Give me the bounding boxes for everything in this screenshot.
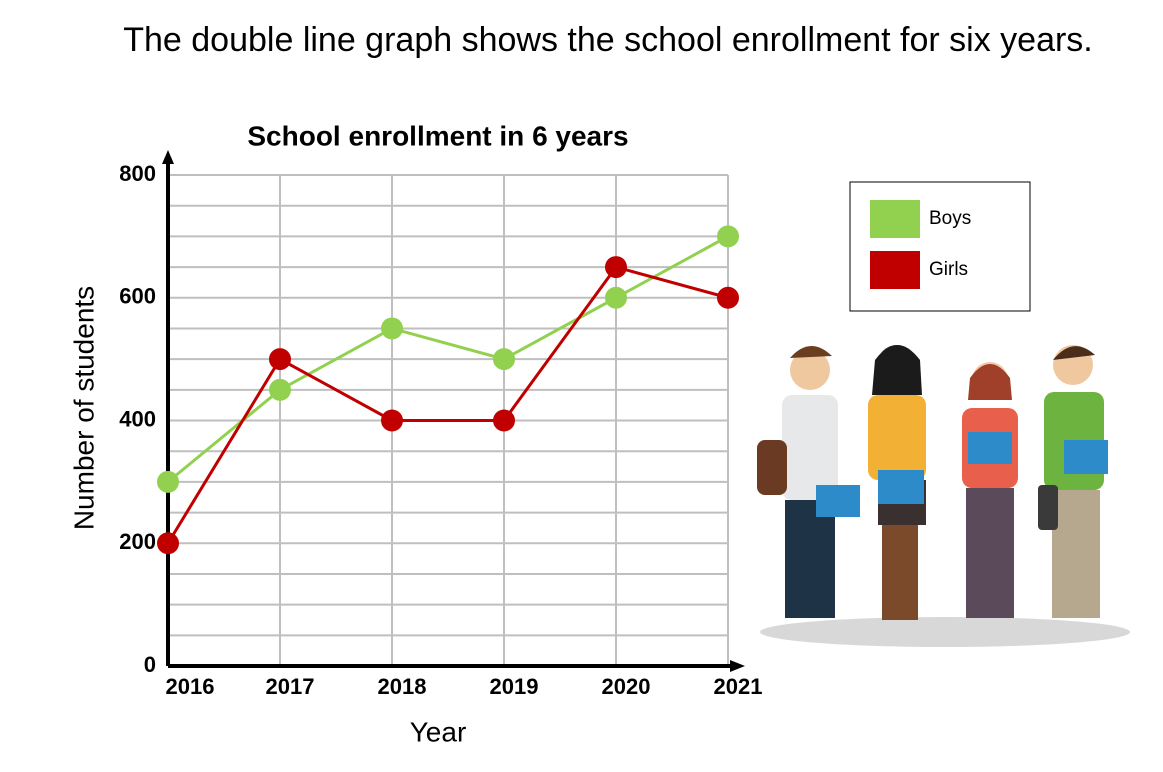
x-tick-label: 2020 (602, 674, 651, 699)
x-tick-label: 2021 (714, 674, 763, 699)
x-axis-arrow (730, 660, 745, 672)
legend-box (849, 181, 1031, 312)
y-tick-label: 400 (119, 406, 156, 431)
x-tick-label: 2016 (166, 674, 215, 699)
header-text: The double line graph shows the school e… (123, 21, 1093, 59)
data-point (605, 256, 627, 279)
student (868, 345, 926, 620)
shadow (760, 617, 1130, 647)
data-point (493, 409, 515, 432)
series-line (166, 265, 729, 545)
legend-label: Boys (929, 208, 971, 229)
y-tick-label: 200 (119, 529, 156, 554)
data-point (381, 317, 403, 340)
data-point (157, 532, 179, 555)
y-tick-label: 600 (119, 284, 156, 309)
y-axis-label: Number of students (68, 286, 99, 530)
data-point (717, 225, 739, 248)
chart-title: School enrollment in 6 years (247, 120, 628, 151)
student (1038, 345, 1108, 618)
data-point (157, 470, 179, 493)
data-point (493, 348, 515, 371)
y-axis-arrow (162, 150, 174, 164)
data-point (717, 286, 739, 309)
data-point (269, 378, 291, 401)
data-point (605, 286, 627, 309)
x-axis-label: Year (410, 716, 467, 747)
student (962, 362, 1018, 618)
legend-swatch (870, 251, 920, 289)
x-tick-label: 2018 (378, 674, 427, 699)
series-line (167, 235, 729, 484)
students-illustration (757, 345, 1130, 647)
y-tick-label: 800 (119, 161, 156, 186)
student (757, 345, 860, 618)
x-tick-label: 2017 (266, 674, 315, 699)
data-point (269, 348, 291, 371)
y-tick-label: 0 (144, 652, 156, 677)
legend-label: Girls (929, 259, 968, 280)
data-point (381, 409, 403, 432)
legend-swatch (870, 200, 920, 238)
x-tick-label: 2019 (490, 674, 539, 699)
